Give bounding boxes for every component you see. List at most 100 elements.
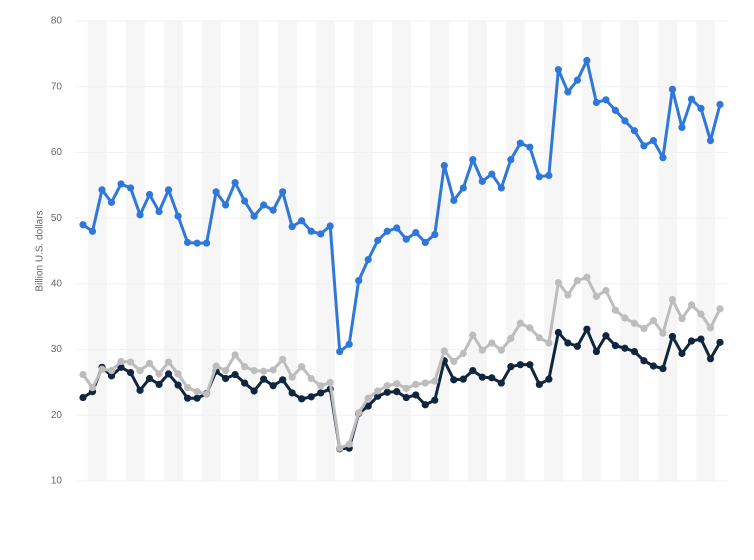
point	[573, 76, 581, 84]
stripe	[315, 21, 335, 481]
point	[136, 367, 144, 375]
point	[288, 223, 296, 231]
point	[98, 365, 106, 373]
point	[222, 201, 230, 209]
point	[621, 344, 629, 352]
point	[241, 363, 249, 371]
point	[554, 66, 562, 74]
point	[640, 324, 648, 333]
point	[183, 238, 192, 247]
point	[336, 347, 344, 356]
point	[497, 346, 505, 354]
point	[307, 393, 315, 401]
point	[630, 127, 639, 135]
point	[526, 324, 534, 332]
point	[583, 325, 591, 333]
point	[497, 184, 505, 192]
y-tick-label: 80	[51, 16, 63, 27]
point	[573, 276, 581, 285]
point	[678, 349, 686, 358]
point	[98, 186, 106, 194]
point	[383, 382, 391, 390]
stripe	[468, 21, 488, 481]
point	[478, 373, 486, 381]
point	[478, 346, 486, 354]
stripe	[430, 21, 450, 481]
stripe	[544, 21, 564, 481]
point	[231, 370, 239, 379]
point	[469, 367, 477, 375]
point	[136, 386, 144, 394]
y-tick-label: 30	[51, 344, 63, 355]
point	[126, 358, 135, 366]
point	[545, 339, 553, 347]
point	[269, 382, 277, 390]
point	[126, 368, 135, 377]
point	[412, 391, 420, 399]
point	[440, 161, 448, 170]
point	[659, 329, 667, 337]
point	[459, 349, 467, 358]
point	[241, 379, 249, 387]
point	[602, 332, 610, 340]
point	[364, 402, 372, 410]
point	[260, 367, 268, 375]
point	[107, 372, 116, 380]
stripe	[87, 21, 107, 481]
point	[659, 365, 667, 373]
point	[364, 255, 372, 264]
point	[431, 396, 439, 404]
point	[564, 339, 572, 347]
stripe	[620, 21, 640, 481]
point	[212, 362, 220, 370]
point	[649, 317, 658, 325]
point	[716, 305, 724, 313]
point	[488, 339, 496, 347]
point	[279, 355, 287, 364]
point	[402, 235, 410, 243]
point	[117, 363, 125, 371]
point	[250, 367, 258, 375]
point	[145, 374, 154, 383]
point	[88, 227, 97, 235]
point	[374, 236, 382, 245]
point	[421, 238, 429, 247]
point	[393, 380, 401, 388]
point	[640, 142, 648, 150]
point	[630, 347, 639, 356]
point	[488, 170, 496, 178]
point	[279, 188, 287, 196]
point	[250, 212, 258, 220]
point	[697, 335, 705, 343]
point	[687, 337, 696, 345]
point	[164, 186, 173, 194]
point	[469, 156, 477, 164]
point	[260, 201, 268, 209]
point	[507, 334, 515, 342]
point	[687, 95, 696, 103]
point	[383, 227, 391, 235]
point	[583, 56, 591, 65]
point	[174, 370, 182, 378]
point	[355, 409, 363, 417]
point	[507, 363, 515, 371]
point	[88, 384, 97, 392]
point	[279, 376, 287, 384]
point	[450, 376, 458, 384]
point	[649, 137, 658, 145]
point	[478, 177, 486, 185]
point	[526, 143, 534, 151]
point	[107, 367, 116, 375]
y-axis-label: Billion U.S. dollars	[35, 210, 46, 291]
point	[564, 291, 572, 299]
stripe	[163, 21, 183, 481]
point	[602, 96, 610, 104]
point	[545, 171, 553, 180]
point	[202, 239, 211, 247]
point	[288, 373, 296, 381]
point	[583, 273, 591, 281]
point	[307, 227, 315, 235]
point	[402, 384, 410, 392]
point	[697, 104, 705, 112]
point	[269, 366, 277, 374]
